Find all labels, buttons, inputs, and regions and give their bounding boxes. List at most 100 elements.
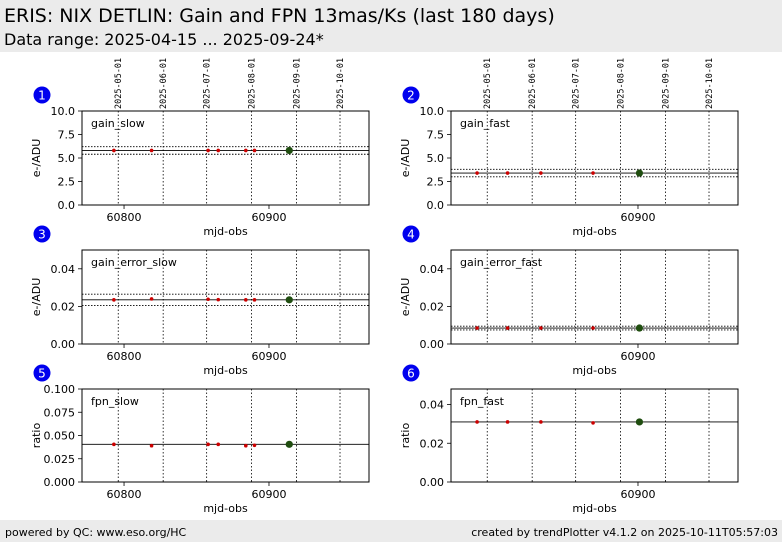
data-point (475, 326, 479, 330)
data-point (505, 171, 510, 175)
chart-panel-2: 2 2025-05-01 2025-06-01 2025-07-01 2025-08-0… (399, 58, 739, 238)
data-point (252, 298, 257, 302)
y-tick-label: 0.00 (51, 338, 76, 351)
data-point (591, 421, 595, 425)
data-point (149, 443, 154, 448)
chart-panel-1: 1 2025-05-01 2025-06-01 2025-07-01 2025-08-0… (30, 58, 370, 238)
plot-area (450, 388, 739, 483)
panel-number-badge (402, 364, 420, 382)
month-date-label: 2025-05-01 (483, 58, 493, 109)
y-tick-label: 0.04 (420, 399, 445, 412)
y-tick-label: 0.02 (51, 300, 76, 313)
x-tick-label: 60800 (107, 211, 142, 224)
y-tick-label: 0.025 (44, 453, 76, 466)
parameter-label: gain_error_fast (460, 256, 543, 269)
data-point (112, 442, 116, 447)
y-axis-label: e-/ADU (399, 278, 412, 317)
report-header: ERIS: NIX DETLIN: Gain and FPN 13mas/Ks … (0, 0, 782, 52)
x-axis-label: mjd-obs (203, 502, 248, 515)
y-tick-label: 7.5 (427, 129, 445, 142)
data-point (216, 297, 221, 302)
data-point (252, 443, 257, 448)
data-point (216, 148, 221, 153)
y-tick-label: 0.075 (44, 406, 76, 419)
data-point (505, 420, 510, 424)
panel-number-badge (33, 364, 51, 382)
x-tick-label: 60900 (251, 211, 286, 224)
latest-data-point (285, 296, 293, 304)
data-point (475, 420, 479, 424)
x-tick-label: 60900 (620, 350, 655, 363)
x-axis-label: mjd-obs (203, 225, 248, 238)
y-tick-label: 0.02 (420, 437, 445, 450)
latest-data-point (285, 146, 293, 155)
latest-data-point (285, 440, 293, 448)
data-point (591, 171, 595, 175)
y-axis-label: ratio (399, 423, 412, 449)
parameter-label: gain_error_slow (91, 256, 177, 269)
y-tick-label: 0.050 (44, 430, 76, 443)
month-date-label: 2025-08-01 (248, 58, 258, 109)
y-axis-label: e-/ADU (399, 139, 412, 178)
x-tick-label: 60800 (107, 488, 142, 501)
y-tick-label: 0.04 (420, 263, 445, 276)
month-date-label: 2025-05-01 (114, 58, 124, 109)
y-tick-label: 10.0 (51, 105, 76, 118)
data-point (206, 442, 210, 447)
panel-number-badge (402, 225, 420, 243)
y-tick-label: 7.5 (58, 129, 76, 142)
chart-panel-4: 40.000.020.0460900mjd-obse-/ADUgain_erro… (399, 225, 739, 377)
y-tick-label: 5.0 (58, 152, 76, 165)
plot-area (81, 388, 370, 483)
parameter-label: gain_slow (91, 117, 145, 130)
parameter-label: fpn_fast (460, 395, 505, 408)
data-point (112, 148, 116, 153)
data-point (243, 148, 248, 153)
y-tick-label: 0.0 (58, 199, 76, 212)
x-tick-label: 60900 (620, 488, 655, 501)
y-tick-label: 0.100 (44, 383, 76, 396)
y-tick-label: 2.5 (427, 176, 445, 189)
data-point (216, 442, 221, 447)
y-axis-label: ratio (30, 423, 43, 449)
month-date-label: 2025-07-01 (203, 58, 213, 109)
panel-number-badge (33, 86, 51, 104)
x-axis-label: mjd-obs (572, 364, 617, 377)
y-tick-label: 0.04 (51, 263, 76, 276)
data-point (149, 297, 154, 301)
plot-area (450, 110, 739, 206)
footer-credit: powered by QC: www.eso.org/HC (5, 526, 187, 539)
data-point (149, 148, 154, 153)
y-tick-label: 2.5 (58, 176, 76, 189)
y-tick-label: 0.02 (420, 300, 445, 313)
data-point (206, 297, 210, 302)
y-tick-label: 5.0 (427, 152, 445, 165)
month-date-label: 2025-09-01 (293, 58, 303, 109)
y-tick-label: 0.00 (420, 476, 445, 489)
x-axis-label: mjd-obs (572, 225, 617, 238)
y-tick-label: 0.0 (427, 199, 445, 212)
panel-number-badge (33, 225, 51, 243)
x-tick-label: 60900 (251, 488, 286, 501)
footer-generator: created by trendPlotter v4.1.2 on 2025-1… (471, 526, 778, 539)
data-point (475, 171, 479, 175)
data-point (112, 298, 116, 302)
page-title: ERIS: NIX DETLIN: Gain and FPN 13mas/Ks … (4, 5, 555, 27)
x-axis-label: mjd-obs (572, 502, 617, 515)
data-point (252, 148, 257, 153)
panel-number-label: 2 (407, 89, 415, 103)
latest-data-point (635, 169, 644, 177)
plot-area (81, 249, 370, 345)
month-date-label: 2025-09-01 (662, 58, 672, 109)
month-date-label: 2025-07-01 (572, 58, 582, 109)
data-point (591, 326, 595, 330)
data-point (206, 148, 210, 153)
panel-number-label: 6 (407, 367, 415, 381)
latest-data-point (635, 418, 644, 426)
month-date-label: 2025-06-01 (528, 58, 538, 109)
y-tick-label: 0.000 (44, 476, 76, 489)
